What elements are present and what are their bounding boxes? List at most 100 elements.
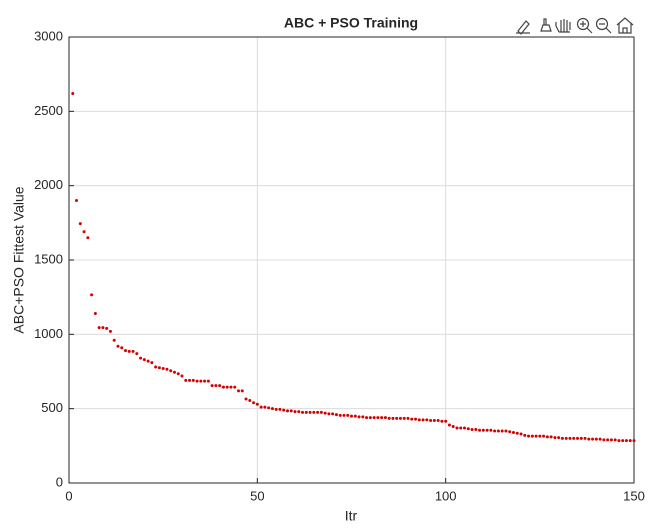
point: [154, 365, 158, 369]
point: [255, 402, 259, 406]
point: [609, 438, 613, 442]
point: [583, 436, 587, 440]
point: [75, 199, 79, 203]
point: [511, 430, 515, 434]
axes-box: [68, 36, 635, 484]
point: [444, 419, 448, 423]
point: [417, 418, 421, 422]
point: [93, 312, 97, 316]
point: [180, 374, 184, 378]
toolbar-icon[interactable]: [516, 20, 530, 35]
point: [71, 91, 75, 95]
point: [312, 410, 316, 414]
point: [406, 416, 410, 420]
point: [579, 436, 583, 440]
point: [97, 326, 101, 330]
point: [169, 369, 173, 373]
y-tick-label: 3000: [34, 28, 63, 43]
point: [263, 405, 267, 409]
point: [316, 410, 320, 414]
point: [285, 409, 289, 413]
toolbar-icon[interactable]: [595, 17, 609, 31]
point: [142, 358, 146, 362]
point: [165, 367, 169, 371]
point: [470, 427, 474, 431]
point: [278, 407, 282, 411]
point: [112, 338, 116, 342]
point: [108, 329, 112, 333]
point: [534, 434, 538, 438]
point: [576, 436, 579, 440]
point: [342, 413, 346, 417]
point: [289, 409, 293, 413]
point: [568, 436, 572, 440]
point: [481, 428, 485, 432]
point: [334, 413, 338, 417]
point: [410, 417, 414, 421]
point: [139, 356, 143, 360]
point: [530, 434, 534, 438]
point: [240, 389, 244, 393]
point: [621, 439, 625, 443]
y-tick-label: 500: [41, 400, 63, 415]
point: [78, 222, 82, 226]
toolbar-icon[interactable]: [599, 23, 612, 34]
toolbar[interactable]: [516, 17, 634, 35]
point: [274, 407, 278, 411]
y-tick-label: 0: [56, 474, 63, 489]
point: [485, 428, 489, 432]
point: [172, 370, 176, 374]
x-tick-label: 100: [435, 488, 457, 503]
point: [259, 405, 263, 409]
toolbar-icon[interactable]: [576, 17, 590, 31]
point: [602, 438, 606, 442]
point: [542, 434, 546, 438]
point: [233, 385, 237, 389]
point: [188, 378, 192, 382]
point: [432, 419, 436, 423]
y-tick-label: 2000: [34, 177, 63, 192]
toolbar-icon[interactable]: [616, 17, 634, 34]
point: [421, 418, 425, 422]
toolbar-icon[interactable]: [540, 18, 552, 32]
point: [184, 378, 188, 382]
point: [463, 426, 466, 430]
point: [191, 378, 195, 382]
point: [391, 416, 395, 420]
point: [237, 389, 240, 393]
point: [297, 410, 301, 414]
point: [478, 428, 482, 432]
point: [304, 410, 308, 414]
point: [199, 379, 203, 383]
toolbar-icon[interactable]: [555, 19, 571, 33]
point: [146, 359, 150, 363]
point: [425, 418, 429, 422]
point: [459, 426, 463, 430]
point: [395, 416, 399, 420]
point: [319, 410, 323, 414]
point: [120, 346, 124, 350]
point: [606, 438, 610, 442]
point: [598, 437, 602, 441]
y-tick-label: 2500: [34, 103, 63, 118]
point: [357, 415, 361, 419]
point: [587, 437, 591, 441]
point: [301, 410, 305, 414]
point: [402, 416, 406, 420]
point: [549, 435, 553, 439]
point: [572, 436, 576, 440]
point: [553, 436, 557, 440]
point: [504, 429, 508, 433]
point: [221, 385, 225, 389]
toolbar-icon[interactable]: [580, 21, 593, 34]
point: [398, 416, 402, 420]
point: [557, 436, 561, 440]
point: [493, 429, 497, 433]
point: [350, 414, 353, 418]
point: [545, 435, 549, 439]
point: [527, 434, 531, 438]
y-tick-label: 1500: [34, 251, 63, 266]
point: [135, 352, 139, 356]
point: [82, 230, 86, 234]
